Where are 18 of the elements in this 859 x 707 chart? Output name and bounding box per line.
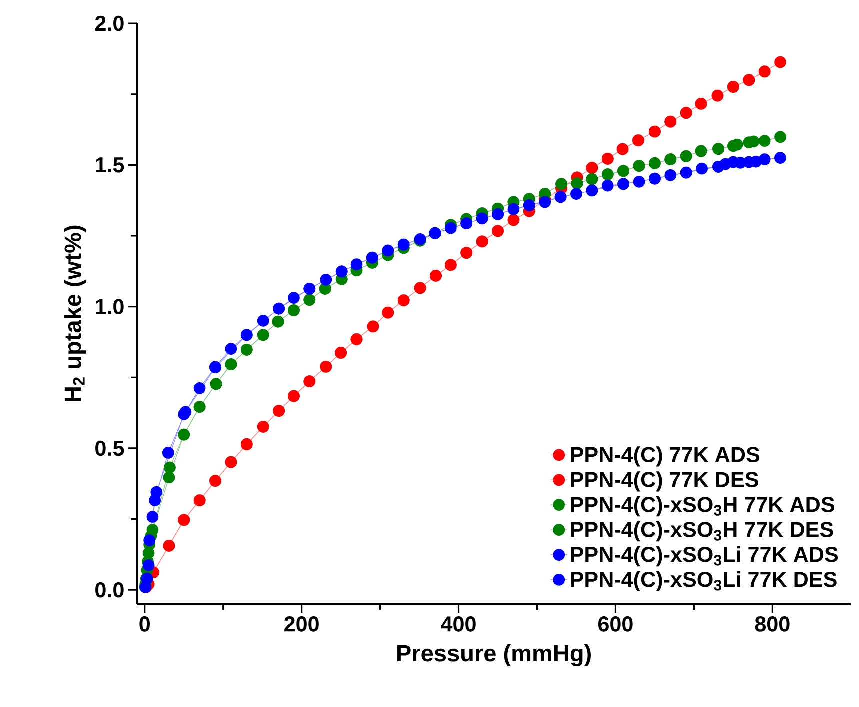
x-tick-label: 600 xyxy=(598,616,633,632)
legend-label: PPN-4(C)-xSO$_{3}$Li 77K DES xyxy=(571,571,837,592)
y-axis-title: H$_{2}$ uptake (wt%) xyxy=(64,226,86,402)
legend-label: PPN-4(C) 77K DES xyxy=(571,471,758,492)
x-tick-label: 400 xyxy=(441,616,476,632)
y-tick-label: 0.5 xyxy=(96,440,124,456)
legend-label: PPN-4(C)-xSO$_{3}$H 77K ADS xyxy=(571,496,834,517)
y-tick-label: 1.5 xyxy=(96,158,124,173)
legend-label: PPN-4(C)-xSO$_{3}$Li 77K ADS xyxy=(571,546,838,566)
y-tick-label: 2.0 xyxy=(95,16,124,32)
legend-label: PPN-4(C) 77K ADS xyxy=(571,446,760,467)
x-tick-label: 0 xyxy=(140,616,150,632)
x-axis-title: Pressure (mmHg) xyxy=(398,644,591,666)
legend-label: PPN-4(C)-xSO$_{3}$H 77K DES xyxy=(571,521,834,542)
y-tick-label: 1.0 xyxy=(96,299,124,314)
y-tick-label: 0.0 xyxy=(96,582,124,598)
x-tick-label: 800 xyxy=(755,616,790,632)
x-tick-label: 200 xyxy=(284,616,319,632)
